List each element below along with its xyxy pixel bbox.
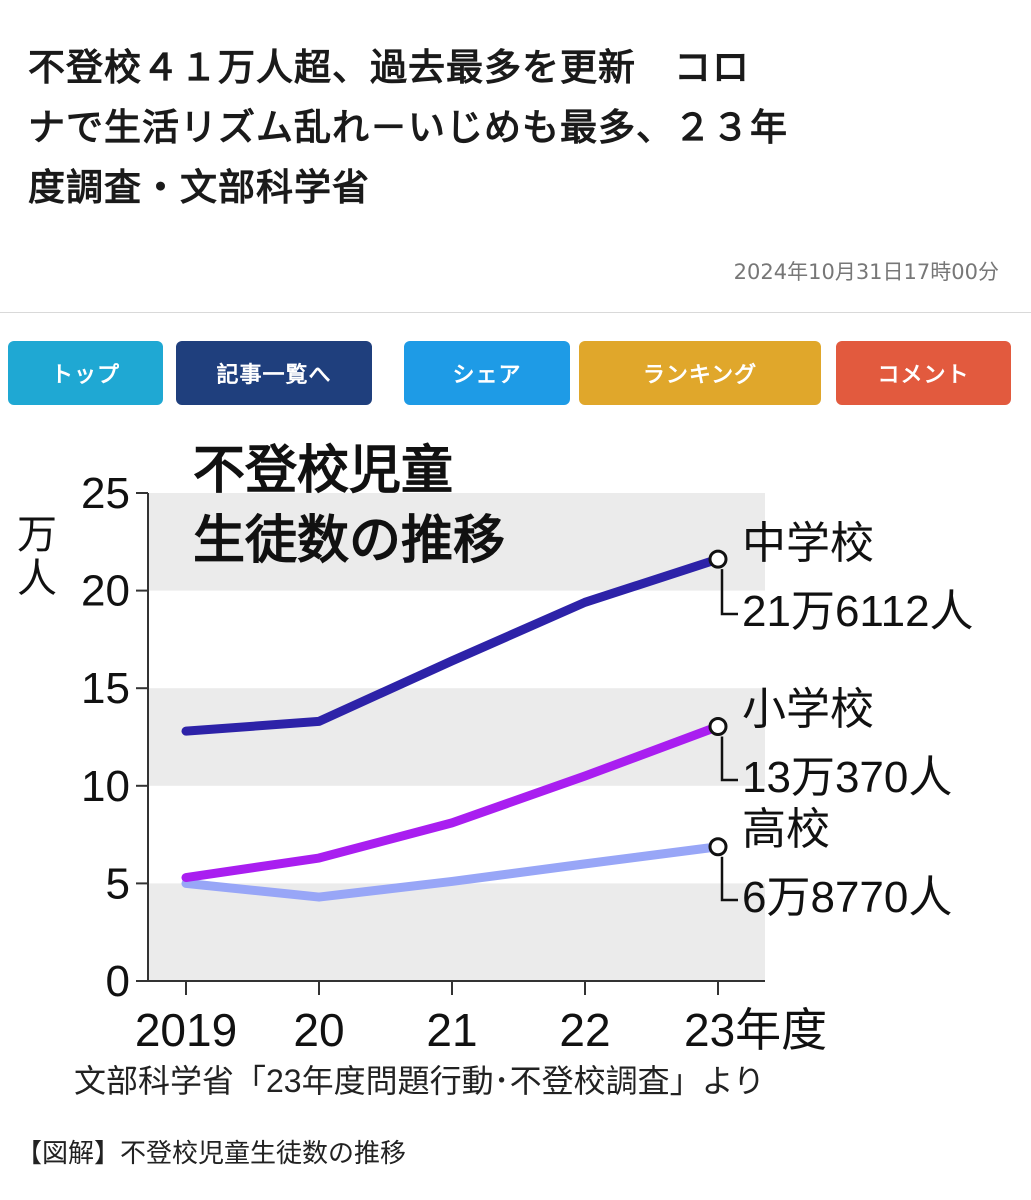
x-tick-label: 20 bbox=[293, 1004, 344, 1056]
title-line-1: 不登校４１万人超、過去最多を更新 コロ bbox=[28, 46, 750, 89]
series-name-label: 小学校 bbox=[742, 685, 874, 734]
series-end-marker bbox=[708, 717, 728, 737]
chart-image[interactable]: 0 5 10 15 20 25 万人 2019 20 21 22 23年度 不登校児童生徒数の推移 中学校… bbox=[0, 420, 1031, 1120]
title-line-3: 度調査・文部科学省 bbox=[28, 166, 370, 209]
series-line bbox=[181, 722, 723, 883]
series-value-label: 21万6112人 bbox=[742, 587, 974, 636]
chart-title: 不登校児童 bbox=[193, 442, 453, 500]
x-tick-label: 2019 bbox=[135, 1004, 237, 1056]
image-caption: 【図解】不登校児童生徒数の推移 bbox=[16, 1139, 407, 1169]
grid-band bbox=[148, 688, 765, 786]
article-list-button[interactable]: 記事一覧へ bbox=[176, 341, 372, 405]
series-name-label: 高校 bbox=[742, 805, 830, 854]
label-leader-line bbox=[720, 856, 738, 902]
article-timestamp: 2024年10月31日17時00分 bbox=[733, 260, 999, 284]
chart-source: 文部科学省「23年度問題行動･不登校調査」より bbox=[74, 1063, 765, 1099]
x-tick-label: 22 bbox=[559, 1004, 610, 1056]
series-line bbox=[181, 554, 723, 736]
ranking-button[interactable]: ランキング bbox=[579, 341, 821, 405]
label-leader-line bbox=[720, 569, 738, 616]
series-value-label: 6万8770人 bbox=[742, 873, 952, 922]
y-axis-label: 万 bbox=[17, 513, 57, 557]
share-button[interactable]: シェア bbox=[404, 341, 570, 405]
y-axis-label: 人 bbox=[17, 557, 57, 601]
y-tick-label: 15 bbox=[81, 664, 130, 713]
x-tick-label: 21 bbox=[426, 1004, 477, 1056]
article-title: 不登校４１万人超、過去最多を更新 コロ ナで生活リズム乱れ－いじめも最多、２３年… bbox=[28, 38, 1013, 218]
series-end-marker bbox=[708, 549, 728, 569]
top-button[interactable]: トップ bbox=[8, 341, 163, 405]
y-tick-label: 5 bbox=[106, 859, 130, 908]
title-line-2: ナで生活リズム乱れ－いじめも最多、２３年 bbox=[28, 106, 788, 149]
comment-button[interactable]: コメント bbox=[836, 341, 1011, 405]
series-name-label: 中学校 bbox=[742, 519, 874, 568]
x-tick-label: 23年度 bbox=[684, 1004, 827, 1056]
line-chart: 0 5 10 15 20 25 万人 2019 20 21 22 23年度 不登校児童生徒数の推移 中学校… bbox=[17, 442, 974, 1099]
article-nav-bar: トップ 記事一覧へ シェア ランキング コメント bbox=[8, 341, 1011, 405]
y-tick-label: 25 bbox=[81, 469, 130, 518]
y-tick-label: 0 bbox=[106, 957, 130, 1006]
series-end-marker bbox=[708, 837, 728, 857]
series-value-label: 13万370人 bbox=[742, 753, 952, 802]
y-tick-label: 20 bbox=[81, 567, 130, 616]
label-leader-line bbox=[720, 736, 738, 782]
divider bbox=[0, 312, 1031, 313]
series-line bbox=[181, 842, 723, 902]
y-tick-label: 10 bbox=[81, 762, 130, 811]
chart-title: 生徒数の推移 bbox=[193, 512, 505, 570]
grid-band bbox=[148, 883, 765, 981]
